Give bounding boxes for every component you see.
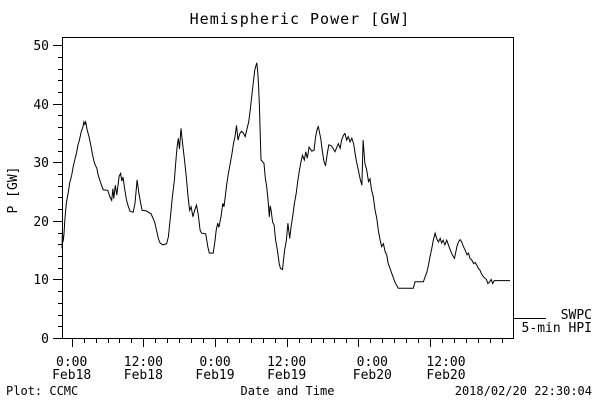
data-curve — [61, 62, 510, 289]
chart-title: Hemispheric Power [GW] — [189, 10, 411, 28]
legend-series-name: SWPC — [560, 308, 592, 323]
y-tick-label: 40 — [33, 98, 49, 113]
legend-series-desc: 5-min HPI — [521, 321, 592, 336]
x-axis-label: Date and Time — [240, 384, 335, 398]
x-tick-date-label: Feb19 — [195, 368, 234, 383]
x-tick-date-label: Feb18 — [124, 368, 163, 383]
y-axis-label: P [GW] — [6, 166, 21, 214]
y-tick-label: 30 — [33, 156, 49, 171]
plot-credit: Plot: CCMC — [6, 384, 79, 398]
plot-frame — [62, 37, 514, 339]
x-tick-time-label: 0:00 — [357, 355, 388, 370]
x-tick-date-label: Feb18 — [52, 368, 91, 383]
plot-timestamp: 2018/02/20 22:30:04 — [454, 384, 592, 398]
y-tick-label: 10 — [33, 273, 49, 288]
x-tick-time-label: 12:00 — [426, 355, 465, 370]
x-tick-time-label: 12:00 — [267, 355, 306, 370]
y-tick-label: 0 — [41, 332, 49, 347]
y-tick-label: 20 — [33, 215, 49, 230]
x-tick-time-label: 12:00 — [124, 355, 163, 370]
x-tick-time-label: 0:00 — [199, 355, 230, 370]
x-tick-date-label: Feb19 — [267, 368, 306, 383]
x-tick-date-label: Feb20 — [426, 368, 465, 383]
y-tick-label: 50 — [33, 39, 49, 54]
x-tick-date-label: Feb20 — [353, 368, 392, 383]
x-tick-time-label: 0:00 — [56, 355, 87, 370]
